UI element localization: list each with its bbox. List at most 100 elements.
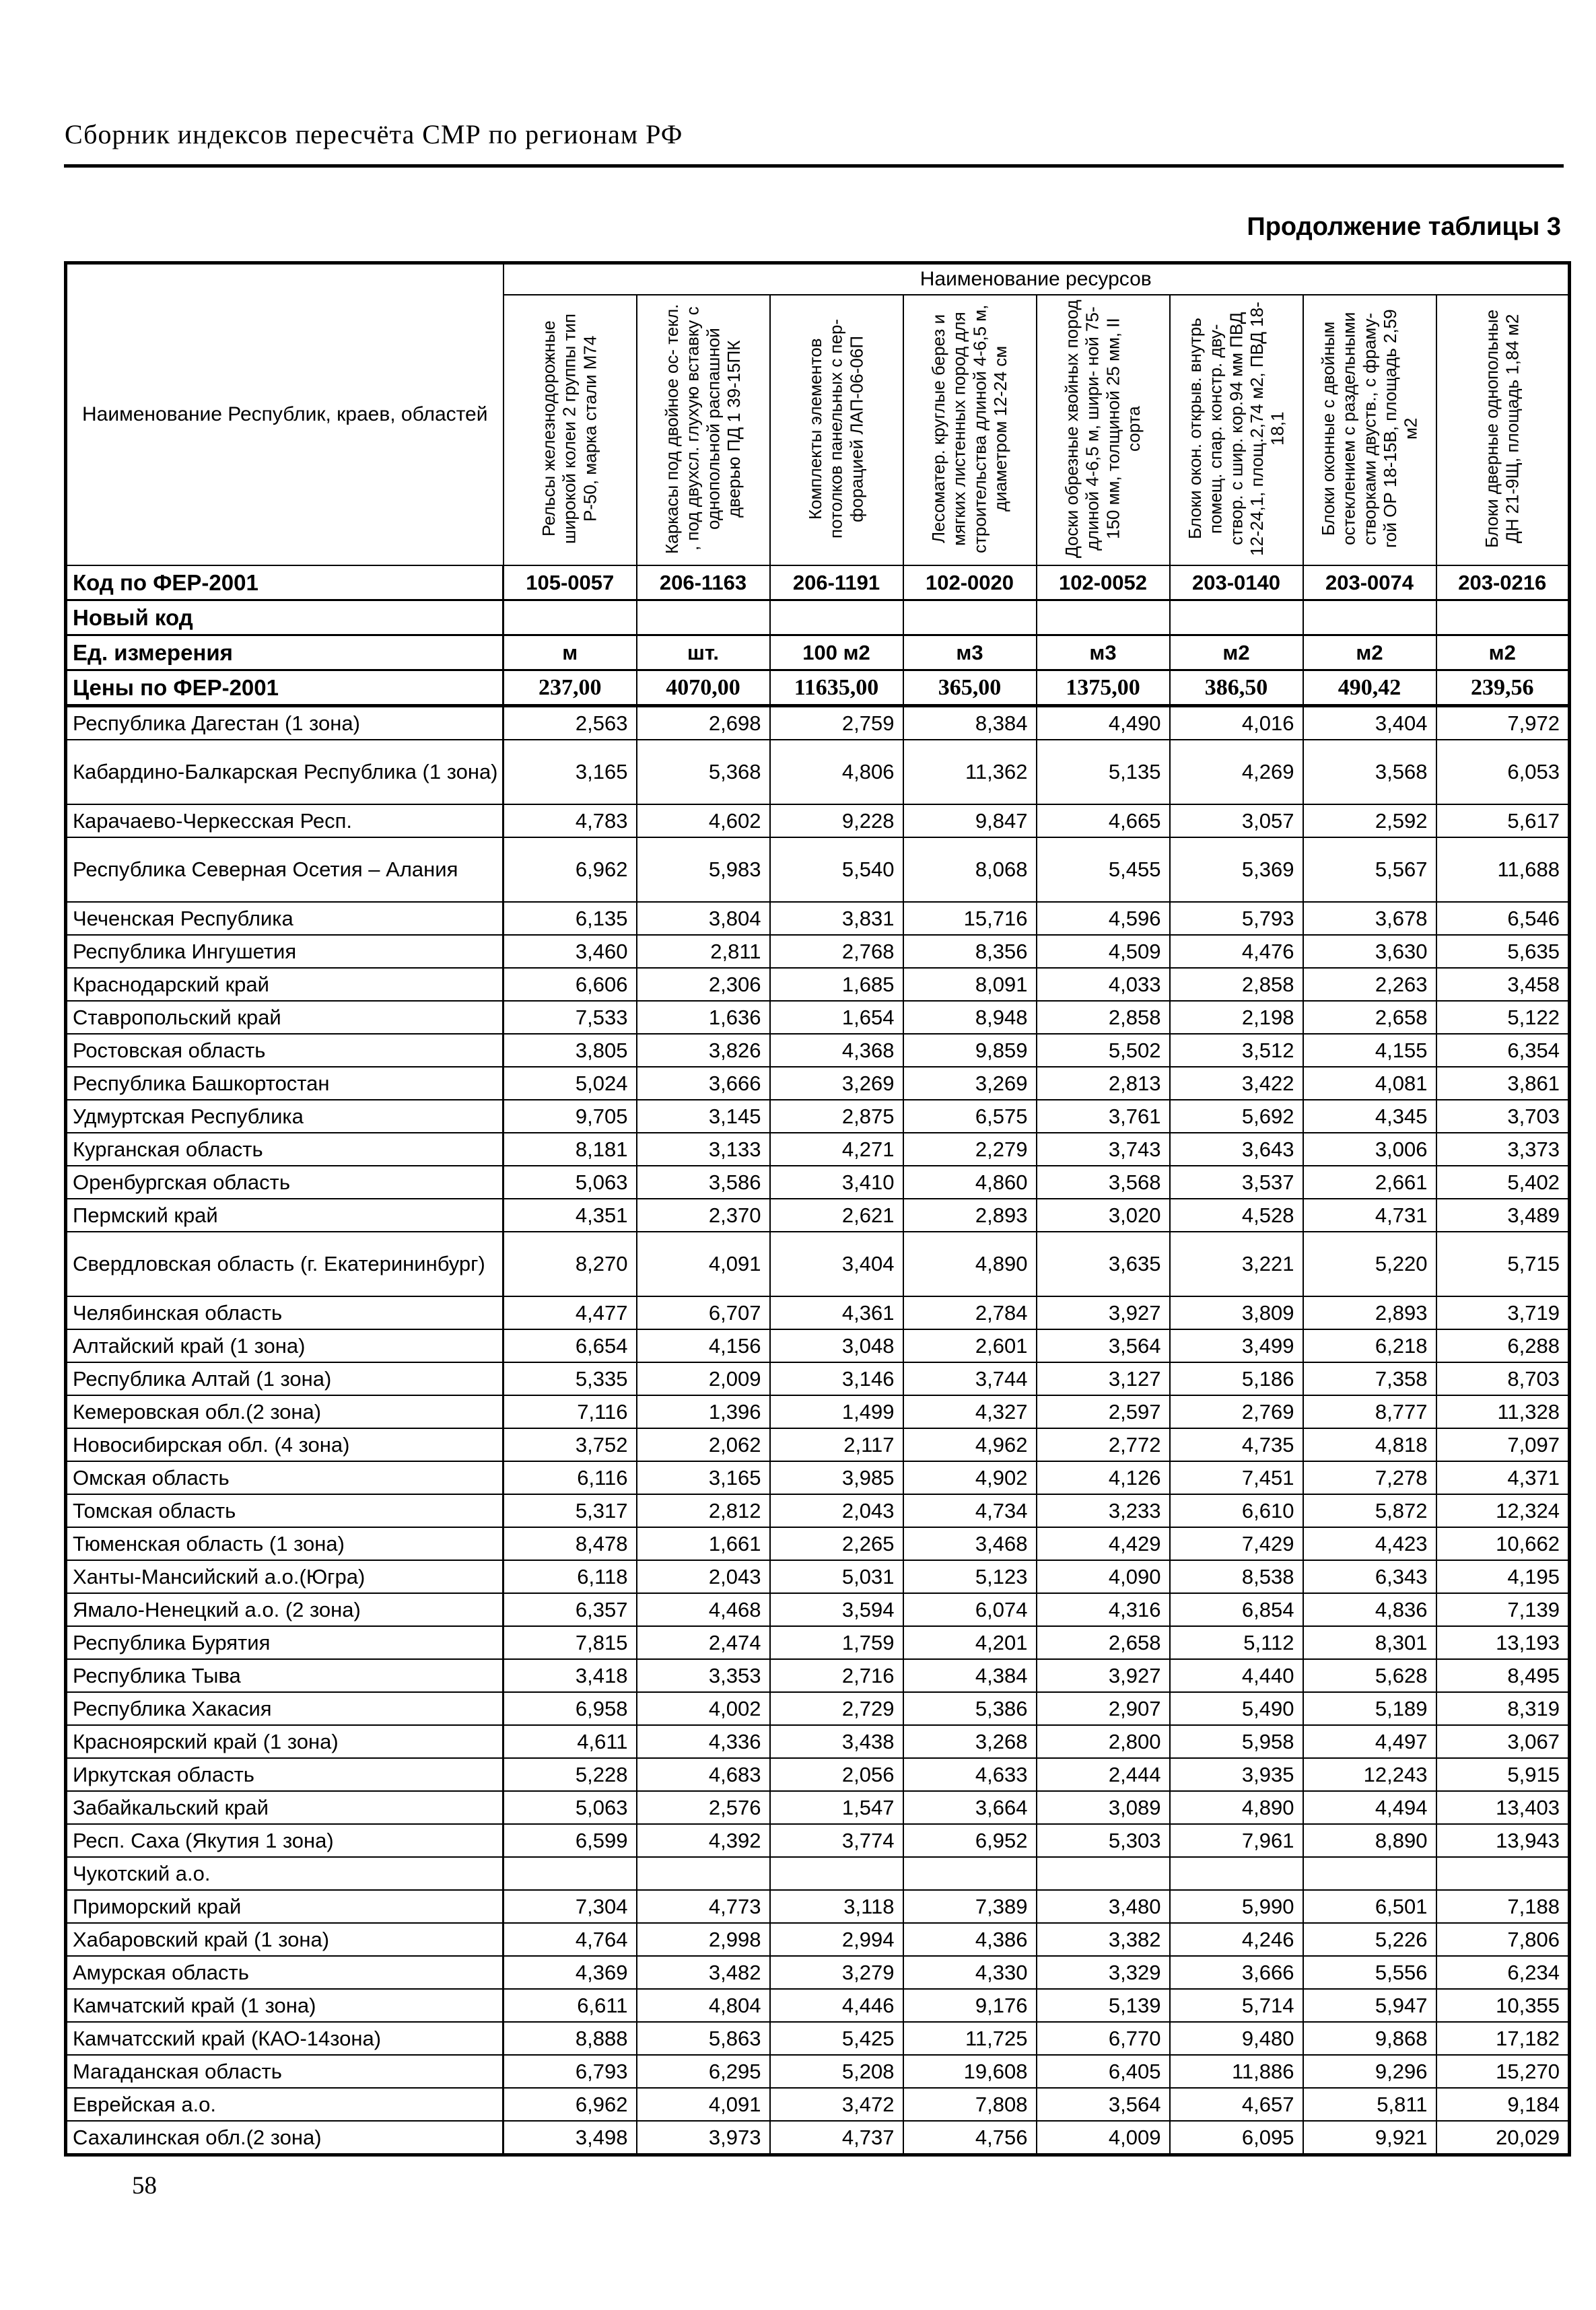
row-label-cell: Еврейская а.о. bbox=[65, 2087, 504, 2122]
resource-column-header: Каркасы под двойное ос- текл. , под двух… bbox=[635, 294, 771, 566]
value-cell: 4,316 bbox=[1035, 1593, 1171, 1627]
value-cell: 2,658 bbox=[1035, 1625, 1171, 1660]
value-cell: 365,00 bbox=[902, 669, 1037, 707]
value-cell: 9,480 bbox=[1169, 2021, 1304, 2056]
resource-column-header: Блоки дверные однопольные ДН 21-9Щ, площ… bbox=[1435, 294, 1570, 566]
region-row: Сахалинская обл.(2 зона) 3,498 3,973 4,737 4… bbox=[65, 2120, 1570, 2156]
value-cell: 4,665 bbox=[1035, 804, 1171, 838]
region-row: Новосибирская обл. (4 зона) 3,752 2,062 2,1… bbox=[65, 1428, 1570, 1462]
resource-column-header: Комплекты элементов потолков панельных с… bbox=[769, 294, 904, 566]
value-cell: 5,139 bbox=[1035, 1988, 1171, 2023]
value-cell: 2,370 bbox=[635, 1198, 771, 1232]
resource-column-label: Каркасы под двойное ос- текл. , под двух… bbox=[662, 303, 744, 554]
value-cell: 3,774 bbox=[769, 1823, 904, 1858]
value-cell: 100 м2 bbox=[769, 634, 904, 671]
value-cell: 2,907 bbox=[1035, 1691, 1171, 1726]
row-label-cell: Республика Хакасия bbox=[65, 1691, 504, 1726]
value-cell: 6,958 bbox=[502, 1691, 637, 1726]
value-cell: 4,890 bbox=[1169, 1790, 1304, 1825]
value-cell: 3,973 bbox=[635, 2120, 771, 2156]
row-label-cell: Республика Ингушетия bbox=[65, 934, 504, 969]
value-cell: 4,009 bbox=[1035, 2120, 1171, 2156]
value-cell: 3,118 bbox=[769, 1889, 904, 1924]
value-cell: 3,133 bbox=[635, 1132, 771, 1166]
value-cell: 5,692 bbox=[1169, 1099, 1304, 1133]
value-cell: 20,029 bbox=[1435, 2120, 1570, 2156]
value-cell: м bbox=[502, 634, 637, 671]
row-label-cell: Пермский край bbox=[65, 1198, 504, 1232]
value-cell: 5,369 bbox=[1169, 837, 1304, 903]
value-cell: 2,698 bbox=[635, 705, 771, 740]
value-cell: 3,586 bbox=[635, 1165, 771, 1199]
value-cell: 6,854 bbox=[1169, 1593, 1304, 1627]
value-cell: 9,868 bbox=[1302, 2021, 1437, 2056]
value-cell: 3,067 bbox=[1435, 1724, 1570, 1759]
value-cell: 5,628 bbox=[1302, 1658, 1437, 1693]
value-cell: 6,654 bbox=[502, 1329, 637, 1363]
value-cell: м2 bbox=[1302, 634, 1437, 671]
row-label-cell: Курганская область bbox=[65, 1132, 504, 1166]
value-cell: 8,319 bbox=[1435, 1691, 1570, 1726]
value-cell: 3,499 bbox=[1169, 1329, 1304, 1363]
value-cell: 4,440 bbox=[1169, 1658, 1304, 1693]
value-cell: 5,635 bbox=[1435, 934, 1570, 969]
region-row: Ямало-Ненецкий а.о. (2 зона) 6,357 4,468 3,… bbox=[65, 1593, 1570, 1627]
value-cell: 4,860 bbox=[902, 1165, 1037, 1199]
value-cell: 17,182 bbox=[1435, 2021, 1570, 2056]
value-cell: 3,268 bbox=[902, 1724, 1037, 1759]
value-cell: 490,42 bbox=[1302, 669, 1437, 707]
value-cell: 4,016 bbox=[1169, 705, 1304, 740]
value-cell: 3,418 bbox=[502, 1658, 637, 1693]
value-cell: 8,703 bbox=[1435, 1362, 1570, 1396]
region-row: Амурская область 4,369 3,482 3,279 4,330 3,32… bbox=[65, 1955, 1570, 1990]
value-cell: шт. bbox=[635, 634, 771, 671]
row-label-cell: Чеченская Республика bbox=[65, 901, 504, 936]
value-cell: м3 bbox=[902, 634, 1037, 671]
region-row: Забайкальский край 5,063 2,576 1,547 3,664 3,… bbox=[65, 1790, 1570, 1825]
region-row: Респ. Саха (Якутия 1 зона) 6,599 4,392 3,77… bbox=[65, 1823, 1570, 1858]
row-label-cell: Алтайский край (1 зона) bbox=[65, 1329, 504, 1363]
value-cell: 3,761 bbox=[1035, 1099, 1171, 1133]
row-label-cell: Приморский край bbox=[65, 1889, 504, 1924]
value-cell: 7,429 bbox=[1169, 1527, 1304, 1561]
value-cell: 5,715 bbox=[1435, 1231, 1570, 1297]
value-cell: 2,893 bbox=[1302, 1296, 1437, 1330]
row-label-cell: Сахалинская обл.(2 зона) bbox=[65, 2120, 504, 2156]
value-cell: 6,599 bbox=[502, 1823, 637, 1858]
value-cell: 2,729 bbox=[769, 1691, 904, 1726]
value-cell bbox=[1435, 1856, 1570, 1891]
value-cell: 3,048 bbox=[769, 1329, 904, 1363]
header-divider bbox=[64, 164, 1564, 168]
row-label-cell: Респ. Саха (Якутия 1 зона) bbox=[65, 1823, 504, 1858]
region-row: Чеченская Республика 6,135 3,804 3,831 15,71… bbox=[65, 901, 1570, 936]
region-row: Оренбургская область 5,063 3,586 3,410 4,860… bbox=[65, 1165, 1570, 1199]
resource-column-label: Доски обрезные хвойных пород длиной 4-6,… bbox=[1062, 299, 1144, 558]
value-cell: 6,218 bbox=[1302, 1329, 1437, 1363]
row-label-cell: Хабаровский край (1 зона) bbox=[65, 1922, 504, 1957]
value-cell: 5,490 bbox=[1169, 1691, 1304, 1726]
value-cell: 3,635 bbox=[1035, 1231, 1171, 1297]
value-cell: 4,351 bbox=[502, 1198, 637, 1232]
region-row: Ханты-Мансийский а.о.(Югра) 6,118 2,043 5,0… bbox=[65, 1560, 1570, 1594]
value-cell: 5,872 bbox=[1302, 1494, 1437, 1528]
value-cell: 386,50 bbox=[1169, 669, 1304, 707]
value-cell: 4,494 bbox=[1302, 1790, 1437, 1825]
value-cell: 3,127 bbox=[1035, 1362, 1171, 1396]
value-cell: 4,269 bbox=[1169, 739, 1304, 805]
row-label-cell: Карачаево-Черкесская Респ. bbox=[65, 804, 504, 838]
region-row: Чукотский а.о. bbox=[65, 1856, 1570, 1891]
value-cell: 4,611 bbox=[502, 1724, 637, 1759]
region-row: Республика Тыва 3,418 3,353 2,716 4,384 3,927… bbox=[65, 1658, 1570, 1693]
region-row: Курганская область 8,181 3,133 4,271 2,279 3,… bbox=[65, 1132, 1570, 1166]
value-cell: 7,972 bbox=[1435, 705, 1570, 740]
value-cell: 8,384 bbox=[902, 705, 1037, 740]
table-continuation-caption: Продолжение таблицы 3 bbox=[1247, 213, 1561, 241]
value-cell: 1,661 bbox=[635, 1527, 771, 1561]
value-cell: 6,952 bbox=[902, 1823, 1037, 1858]
value-cell: 3,472 bbox=[769, 2087, 904, 2122]
row-label-cell: Тюменская область (1 зона) bbox=[65, 1527, 504, 1561]
value-cell: 9,705 bbox=[502, 1099, 637, 1133]
value-cell: 3,460 bbox=[502, 934, 637, 969]
value-cell: 6,770 bbox=[1035, 2021, 1171, 2056]
value-cell bbox=[1035, 599, 1171, 636]
